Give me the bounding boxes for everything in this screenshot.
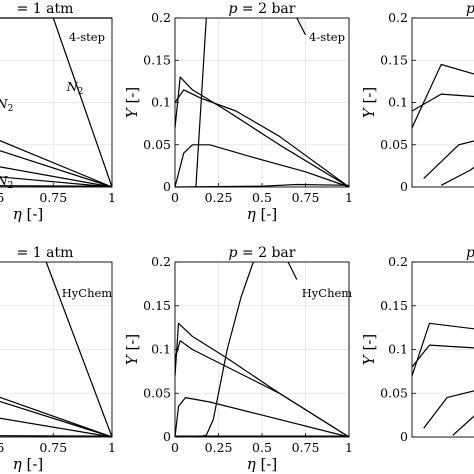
series-line-5 [174, 397, 350, 438]
y-tick-label: 0.1 [151, 95, 171, 110]
series-line-7 [0, 185, 113, 187]
series-line-1 [195, 261, 254, 438]
x-tick-label: 0.25 [205, 190, 233, 205]
series-line-5 [174, 89, 350, 188]
y-tick-label: 0.05 [143, 385, 171, 400]
y-tick-label: 0.1 [388, 95, 408, 110]
x-tick-label: 0.5 [252, 190, 272, 205]
series-line-5 [0, 166, 113, 188]
series-line-1 [411, 63, 474, 129]
y-tick-label: 0.15 [380, 52, 408, 67]
series-line-2 [52, 17, 113, 188]
chart-panel-4: 0.5 0.75 1 = 1 atm η [-] HyChem [0, 245, 116, 473]
y-axis-label: Y [-] [123, 334, 141, 365]
species-annotation: N2 [0, 96, 13, 114]
series-line-2 [411, 344, 474, 368]
y-tick-label: 0.15 [143, 298, 171, 313]
panel-title: p = 2 bar [229, 1, 296, 17]
mechanism-label: HyChem [62, 286, 113, 300]
series-line-2 [195, 17, 207, 188]
y-tick-label: 0.2 [388, 254, 408, 269]
series-line-5 [0, 435, 113, 437]
x-tick-label: 0.75 [39, 190, 67, 205]
y-axis-label: Y [-] [123, 87, 141, 118]
chart-panel-3: 0 0.05 0.1 0.15 0.2 p Y [-] [360, 1, 474, 194]
axes-frame [0, 261, 113, 438]
panel-title: p [466, 245, 474, 261]
series-line-4 [174, 340, 350, 438]
panel-title: = 1 atm [17, 245, 74, 261]
series-line-3 [423, 140, 474, 180]
x-tick-label: 0.75 [292, 440, 320, 455]
y-tick-label: 0.05 [143, 137, 171, 152]
y-tick-label: 0.2 [388, 10, 408, 25]
x-tick-label: 0.25 [205, 440, 233, 455]
x-tick-label: 0.75 [39, 440, 67, 455]
x-axis-label: η [-] [13, 455, 44, 473]
mechanism-label: 4-step [309, 30, 345, 44]
x-tick-label: 0 [171, 440, 179, 455]
chart-panel-5: 0 0.05 0.1 0.15 0.2 0 0.25 0.5 0.75 1 p = 2 bar η [… [123, 245, 353, 473]
y-tick-label: 0.2 [151, 10, 171, 25]
series-line-1 [411, 322, 474, 376]
chart-panel-1: 0.5 0.75 1 = 1 atm η [-] 4-step N2 N2 N2 [0, 1, 116, 223]
series-line-3 [0, 400, 113, 438]
y-tick-label: 0.2 [151, 254, 171, 269]
x-tick-label: 0 [171, 190, 179, 205]
series-line-2 [0, 396, 113, 438]
y-tick-label: 0.05 [380, 385, 408, 400]
series-line-4 [452, 415, 474, 436]
y-axis-label: Y [-] [360, 87, 378, 118]
x-tick-label: 1 [108, 190, 116, 205]
x-tick-label: 0.5 [0, 440, 4, 455]
series-line-3 [423, 390, 474, 429]
series-line-4 [0, 417, 113, 438]
series-line-4 [0, 150, 113, 188]
x-tick-label: 1 [108, 440, 116, 455]
y-tick-label: 0.1 [388, 342, 408, 357]
species-annotation: N2 [0, 173, 13, 191]
y-tick-label: 0.15 [380, 298, 408, 313]
x-axis-label: η [-] [247, 205, 278, 223]
series-line-3 [296, 17, 307, 36]
y-tick-label: 0.15 [143, 52, 171, 67]
series-line-4 [174, 76, 350, 188]
series-line-6 [174, 144, 350, 188]
species-annotation: N2 [66, 79, 84, 97]
series-line-1 [45, 261, 113, 438]
x-tick-label: 1 [345, 440, 353, 455]
y-axis-label: Y [-] [360, 334, 378, 365]
chart-panel-6: 0 0.05 0.1 0.15 0.2 p Y [-] [360, 245, 474, 444]
chart-panel-2: 0 0.05 0.1 0.15 0.2 0 0.25 0.5 0.75 1 p = 2 bar η [… [123, 1, 353, 223]
mechanism-label: 4-step [69, 30, 105, 44]
y-tick-label: 0.1 [151, 342, 171, 357]
y-tick-label: 0 [163, 429, 171, 444]
x-axis-label: η [-] [13, 205, 44, 223]
mechanism-label: HyChem [302, 286, 353, 300]
series-line-4 [440, 166, 474, 186]
panel-title: p = 2 bar [229, 245, 296, 261]
y-tick-label: 0 [400, 429, 408, 444]
x-tick-label: 1 [345, 190, 353, 205]
x-tick-label: 0.75 [292, 190, 320, 205]
x-axis-label: η [-] [247, 455, 278, 473]
series-line-2 [411, 93, 474, 112]
axes-frame [0, 17, 113, 188]
series-line-6 [0, 176, 113, 188]
x-tick-label: 0.5 [0, 190, 4, 205]
panel-title: p [466, 1, 474, 17]
x-tick-label: 0.5 [252, 440, 272, 455]
y-tick-label: 0.05 [380, 137, 408, 152]
y-tick-label: 0 [163, 179, 171, 194]
y-tick-label: 0 [400, 179, 408, 194]
panel-title: = 1 atm [17, 1, 74, 17]
series-line-3 [0, 140, 113, 188]
series-line-2 [287, 261, 298, 280]
